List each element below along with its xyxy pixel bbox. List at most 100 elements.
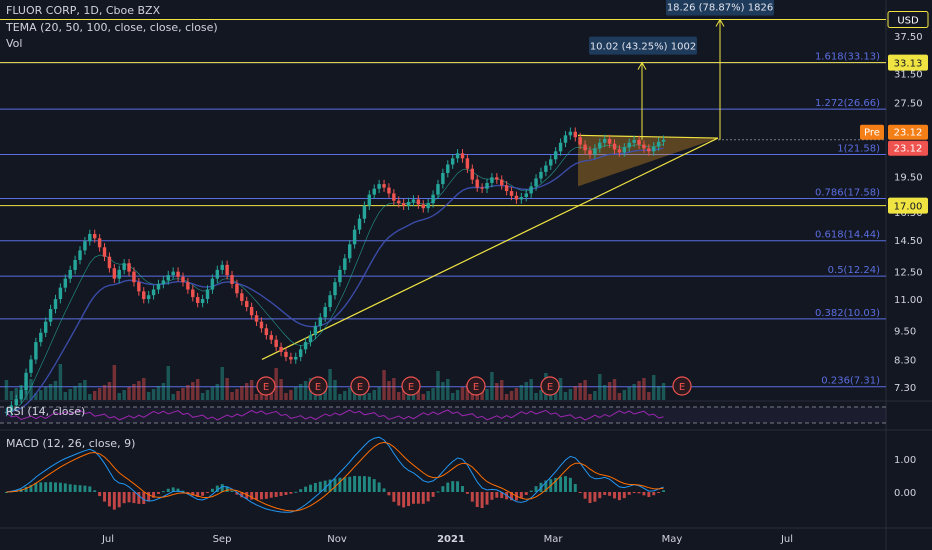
candle-body bbox=[392, 193, 396, 201]
macd-histogram-bar bbox=[338, 477, 342, 492]
candle-body bbox=[215, 269, 220, 279]
volume-bar bbox=[588, 394, 592, 400]
macd-histogram-bar bbox=[103, 492, 106, 502]
macd-histogram-bar bbox=[456, 481, 460, 492]
macd-histogram-bar bbox=[323, 480, 327, 492]
candle-body bbox=[39, 332, 43, 343]
candle-body bbox=[652, 146, 656, 152]
time-tick: Sep bbox=[213, 534, 232, 545]
time-tick: Mar bbox=[544, 534, 564, 545]
macd-histogram-bar bbox=[156, 492, 160, 494]
candle-body bbox=[313, 326, 318, 336]
macd-histogram-bar bbox=[441, 486, 445, 492]
volume-bar bbox=[504, 394, 509, 400]
candle-body bbox=[367, 194, 372, 206]
volume-bar bbox=[68, 389, 72, 400]
candle-body bbox=[578, 137, 582, 145]
time-tick: Jul bbox=[780, 534, 793, 545]
volume-bar bbox=[191, 382, 195, 400]
macd-histogram-bar bbox=[137, 492, 141, 504]
fib-label-5: 0.5(12.24) bbox=[828, 265, 880, 276]
candle-body bbox=[338, 269, 342, 283]
candle-body bbox=[661, 139, 666, 142]
candle-body bbox=[284, 351, 288, 357]
candle-body bbox=[289, 356, 293, 360]
macd-histogram-bar bbox=[313, 482, 317, 492]
macd-histogram-bar bbox=[83, 485, 87, 492]
volume-bar bbox=[328, 369, 332, 400]
macd-histogram-bar bbox=[593, 492, 597, 502]
candle-body bbox=[88, 233, 92, 242]
volume-bar bbox=[612, 379, 617, 400]
volume-bar bbox=[524, 382, 528, 400]
candle-body bbox=[607, 138, 612, 144]
volume-bar bbox=[534, 393, 538, 400]
candle-body bbox=[323, 307, 327, 318]
macd-histogram-bar bbox=[510, 492, 514, 501]
macd-histogram-bar bbox=[529, 490, 533, 492]
macd-histogram-bar bbox=[416, 492, 420, 504]
candle-body bbox=[509, 191, 514, 196]
candle-body bbox=[642, 144, 646, 149]
macd-histogram-bar bbox=[637, 492, 641, 494]
macd-histogram-bar bbox=[299, 489, 303, 492]
price-tick: 9.50 bbox=[894, 327, 916, 338]
candle-body bbox=[200, 299, 205, 303]
candle-body bbox=[617, 149, 622, 153]
volume-bar bbox=[382, 370, 386, 400]
macd-histogram-bar bbox=[402, 492, 406, 508]
time-tick: Nov bbox=[327, 534, 347, 545]
volume-bar bbox=[558, 378, 563, 400]
candle-body bbox=[43, 321, 48, 333]
candle-body bbox=[647, 148, 651, 152]
projection-arrow-1 bbox=[715, 18, 725, 27]
candle-body bbox=[73, 259, 77, 270]
earnings-marker bbox=[466, 376, 486, 396]
macd-histogram-bar bbox=[152, 492, 156, 498]
volume-bar bbox=[284, 393, 288, 400]
volume-bar bbox=[436, 371, 440, 400]
volume-bar bbox=[392, 378, 396, 400]
macd-histogram-bar bbox=[34, 482, 38, 492]
candle-body bbox=[225, 264, 229, 276]
candle-body bbox=[137, 282, 141, 292]
volume-bar bbox=[647, 392, 651, 400]
earnings-marker bbox=[540, 376, 560, 396]
earnings-marker bbox=[256, 376, 276, 396]
candle-body bbox=[9, 405, 14, 412]
macd-histogram-bar bbox=[377, 482, 381, 492]
volume-bar bbox=[166, 366, 170, 400]
candle-body bbox=[294, 356, 298, 360]
volume-bar bbox=[617, 393, 622, 400]
volume-bar bbox=[88, 394, 92, 400]
candles bbox=[4, 127, 666, 417]
macd-histogram-bar bbox=[446, 482, 450, 492]
macd-histogram-bar bbox=[63, 483, 67, 492]
volume-bar bbox=[323, 386, 327, 400]
candle-body bbox=[377, 184, 381, 189]
macd-histogram-bar bbox=[112, 492, 116, 510]
macd-histogram-bar bbox=[309, 484, 312, 492]
volume-bar bbox=[200, 393, 205, 400]
macd-histogram-bar bbox=[632, 492, 636, 493]
volume-bar bbox=[249, 380, 254, 400]
candle-body bbox=[107, 256, 112, 269]
volume-bar bbox=[93, 391, 97, 400]
candle-body bbox=[485, 182, 489, 189]
volume-bar bbox=[539, 390, 543, 400]
macd-histogram-bar bbox=[284, 492, 288, 495]
volume-bar bbox=[367, 393, 372, 400]
rsi-pane bbox=[0, 406, 886, 424]
tema-legend: TEMA (20, 50, 100, close, close, close) bbox=[6, 21, 218, 34]
fib-label-3: 0.786(17.58) bbox=[815, 187, 880, 198]
volume-bar bbox=[490, 372, 494, 400]
macd-histogram-bar bbox=[220, 484, 224, 492]
macd-histogram-bar bbox=[264, 492, 268, 499]
price-tick: 19.50 bbox=[894, 172, 923, 183]
candle-body bbox=[166, 275, 170, 281]
candle-body bbox=[612, 143, 617, 150]
macd-histogram-bar bbox=[470, 492, 474, 502]
candle-body bbox=[63, 278, 68, 288]
candle-body bbox=[352, 229, 357, 245]
macd-histogram-bar bbox=[166, 488, 170, 492]
